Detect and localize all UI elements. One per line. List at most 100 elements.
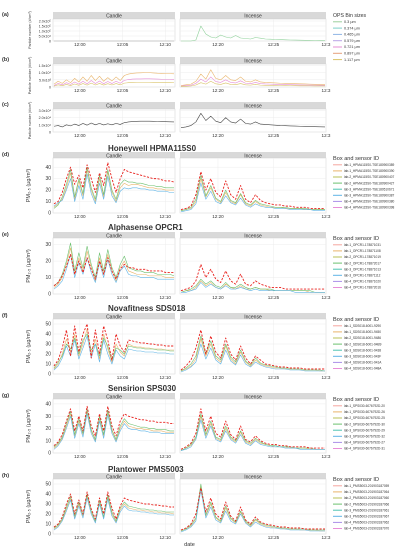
x-tick-label-incense-f-1: 12:25 xyxy=(268,375,280,380)
legend-label-e-7: lab-4_OPCR1-178872016 xyxy=(344,286,381,290)
y-tick-label-h-4: 40 xyxy=(45,492,51,498)
reference-line-e-incense xyxy=(180,263,325,292)
facet-label-b-1: Incense xyxy=(244,58,262,64)
legend-label-f-0: lab-1_SDS018-6001-9290 xyxy=(344,324,381,328)
legend-label-f-6: lab-4_SDS018-6001-941A xyxy=(344,361,382,365)
y-tick-label-d-2: 20 xyxy=(45,188,51,194)
facet-strip-b-0 xyxy=(53,57,175,64)
series-line-e-incense-1 xyxy=(180,278,325,293)
y-tick-label-h-1: 10 xyxy=(45,522,51,528)
y-axis-title-b: Particle number (#/cm³) xyxy=(28,57,32,95)
y-axis-title-c: Particle number (#/cm³) xyxy=(28,102,32,140)
y-tick-label-f-1: 10 xyxy=(45,362,51,368)
legend-label-g-1: lab-1_SPS030-6076792D-26 xyxy=(344,410,385,414)
legend-label-g-4: lab-3_SPS030-6076792D-29 xyxy=(344,428,385,432)
facet-strip-f-1 xyxy=(180,313,326,319)
panel-label-f: (f) xyxy=(2,313,8,319)
facet-label-d-0: Candle xyxy=(106,153,122,159)
legend-label-d-3: lab-2_HPMA115S0-TSE180900427 xyxy=(344,181,394,185)
y-tick-label-f-5: 50 xyxy=(45,322,51,328)
legend-label-g-7: lab-4_SPS030-6076792D-31 xyxy=(344,447,385,451)
y-axis-title-d: PM₂.₅ (µg/m³) xyxy=(26,169,32,203)
reference-line-e-candle xyxy=(53,254,174,287)
x-tick-label-candle-d-1: 12:05 xyxy=(117,214,129,219)
x-tick-label-incense-e-0: 12:20 xyxy=(212,295,224,300)
x-tick-label-candle-a-1: 12:05 xyxy=(117,42,129,47)
x-tick-label-candle-b-1: 12:05 xyxy=(117,88,129,93)
legend-label-h-1: lab-1_PMS5003-201903187064 xyxy=(344,490,389,494)
facet-strip-e-0 xyxy=(53,232,175,238)
y-tick-label-d-1: 10 xyxy=(45,199,51,205)
plot-panel-a-0 xyxy=(52,18,176,42)
facet-strip-b-1 xyxy=(180,57,326,64)
series-line-f-candle-1 xyxy=(53,333,174,369)
y-tick-label-c-3: 3.0x10⁴ xyxy=(39,109,52,113)
x-tick-label-candle-f-1: 12:05 xyxy=(117,375,129,380)
y-tick-label-h-0: 0 xyxy=(48,532,51,538)
x-tick-label-candle-a-0: 12:00 xyxy=(74,42,86,47)
facet-label-c-1: Incense xyxy=(244,103,262,109)
series-line-b-candle-1 xyxy=(53,78,175,86)
facet-label-g-0: Candle xyxy=(106,394,122,400)
panel-label-e: (e) xyxy=(2,232,9,238)
x-tick-label-incense-g-2: 12:3 xyxy=(322,454,331,459)
y-tick-label-b-1: 5.0x10³ xyxy=(39,78,52,82)
x-tick-label-incense-b-1: 12:25 xyxy=(268,88,280,93)
facet-strip-c-1 xyxy=(180,102,326,109)
x-tick-label-incense-a-0: 12:20 xyxy=(212,42,224,47)
x-tick-label-candle-f-0: 12:00 xyxy=(74,375,86,380)
legend-title-e: Box and sensor ID xyxy=(333,236,379,242)
series-line-g-incense-1 xyxy=(180,413,325,451)
legend-title-h: Box and sensor ID xyxy=(333,477,379,483)
reference-line-f-candle xyxy=(53,323,174,367)
series-line-b-incense-2 xyxy=(180,80,326,87)
legend-label-a-1: 0.374 µm xyxy=(344,26,360,30)
y-tick-label-g-1: 10 xyxy=(45,438,51,444)
series-line-e-candle-1 xyxy=(53,242,175,286)
legend-label-d-1: lab-1_HPMA115S0-TSE180900390 xyxy=(344,169,394,173)
y-tick-label-h-3: 30 xyxy=(45,502,51,508)
panel-title-f: Novafitness SDS018 xyxy=(108,304,186,313)
legend-label-e-4: lab-3_OPCR1-178871013 xyxy=(344,267,381,271)
legend-label-f-3: lab-2_SDS018-6001-94B9 xyxy=(344,342,382,346)
facet-label-a-0: Candle xyxy=(106,13,122,19)
panel-label-g: (g) xyxy=(2,393,9,399)
x-tick-label-candle-b-2: 12:10 xyxy=(159,88,171,93)
legend-label-a-4: 0.721 µm xyxy=(344,45,360,49)
y-tick-label-d-0: 0 xyxy=(48,211,51,217)
x-tick-label-candle-d-2: 12:10 xyxy=(159,214,171,219)
x-tick-label-incense-g-0: 12:20 xyxy=(212,454,224,459)
legend-label-a-6: 1.117 µm xyxy=(344,58,360,62)
facet-strip-f-0 xyxy=(53,313,175,319)
panel-label-b: (b) xyxy=(2,57,9,63)
plot-panel-c-0 xyxy=(52,108,176,133)
y-tick-label-f-3: 30 xyxy=(45,342,51,348)
x-tick-label-incense-a-2: 12:3 xyxy=(322,42,331,47)
facet-label-a-1: Incense xyxy=(244,13,262,19)
series-line-d-incense-1 xyxy=(180,174,325,212)
legend-label-a-5: 0.897 µm xyxy=(344,52,360,56)
legend-label-g-2: lab-2_SPS030-6076792D-25 xyxy=(344,416,385,420)
series-line-d-candle-2 xyxy=(53,173,174,207)
x-tick-label-candle-c-2: 12:10 xyxy=(159,133,171,138)
plot-panel-g-1 xyxy=(179,398,327,454)
x-tick-label-incense-b-2: 12:3 xyxy=(322,88,331,93)
facet-strip-a-0 xyxy=(53,12,175,19)
legend-label-e-2: lab-2_OPCR1-178871019 xyxy=(344,255,381,259)
panel-title-e: Alphasense OPCR1 xyxy=(108,223,183,232)
panel-label-c: (c) xyxy=(2,102,9,108)
x-tick-label-incense-f-0: 12:20 xyxy=(212,375,224,380)
legend-label-e-5: lab-3_OPCR1-178871112 xyxy=(344,274,381,278)
legend-label-d-6: lab-4_HPMA115S0-TSE180900380 xyxy=(344,200,394,204)
legend-label-g-3: lab-2_SPS030-6076792D-30 xyxy=(344,422,385,426)
facet-label-h-1: Incense xyxy=(244,474,262,480)
series-line-b-candle-2 xyxy=(53,81,175,87)
plot-panel-h-0 xyxy=(52,478,176,535)
facet-strip-e-1 xyxy=(180,232,326,238)
series-line-h-incense-1 xyxy=(180,483,325,532)
legend-label-e-3: lab-2_OPCR1-178872017 xyxy=(344,261,381,265)
y-tick-label-b-3: 1.5x10⁴ xyxy=(39,64,52,68)
reference-line-g-incense xyxy=(180,408,325,450)
legend-label-a-2: 0.465 µm xyxy=(344,33,360,37)
facet-label-f-1: Incense xyxy=(244,314,262,320)
